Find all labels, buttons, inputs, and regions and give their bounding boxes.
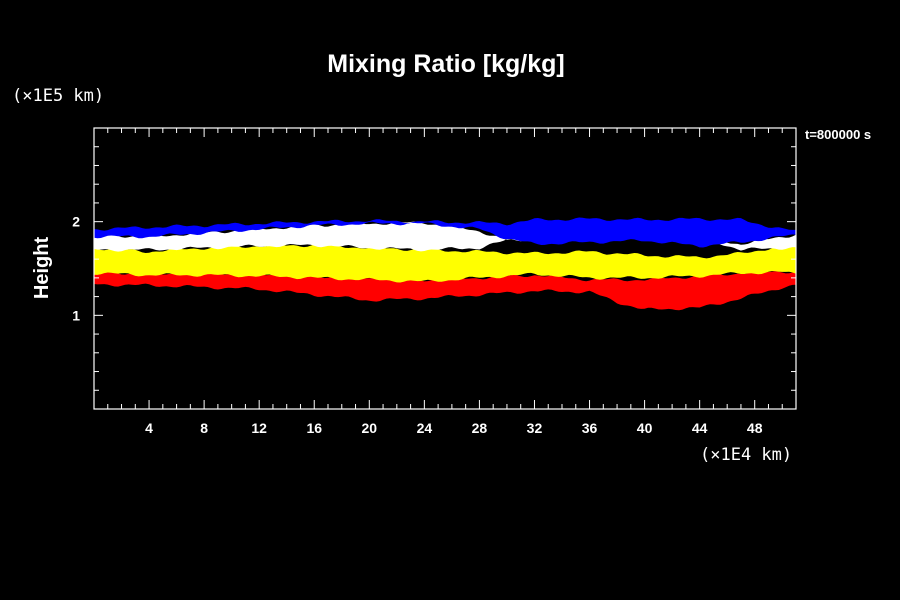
plot-frame [93,127,797,410]
mixing-ratio-layers [94,217,796,311]
x-tick-label: 48 [747,420,763,436]
x-tick-label: 36 [582,420,598,436]
y-axis-unit: (×1E5 km) [12,86,104,106]
x-tick-label: 8 [200,420,208,436]
layer-blue [94,217,796,248]
y-tick-label: 2 [72,214,80,230]
chart-title: Mixing Ratio [kg/kg] [327,50,565,78]
y-axis-label: Height [31,237,53,300]
layer-yellow [94,244,796,283]
x-tick-label: 24 [417,420,433,436]
x-tick-label: 32 [527,420,543,436]
x-axis-unit: (×1E4 km) [700,445,792,465]
time-label: t=800000 s [805,127,871,142]
layer-white [94,221,796,252]
layer-red [94,269,796,311]
x-tick-label: 40 [637,420,653,436]
x-tick-label: 16 [306,420,322,436]
x-tick-label: 28 [472,420,488,436]
x-tick-label: 44 [692,420,708,436]
x-tick-label: 20 [362,420,378,436]
x-tick-label: 12 [251,420,267,436]
x-tick-label: 4 [145,420,153,436]
y-tick-label: 1 [72,307,80,323]
